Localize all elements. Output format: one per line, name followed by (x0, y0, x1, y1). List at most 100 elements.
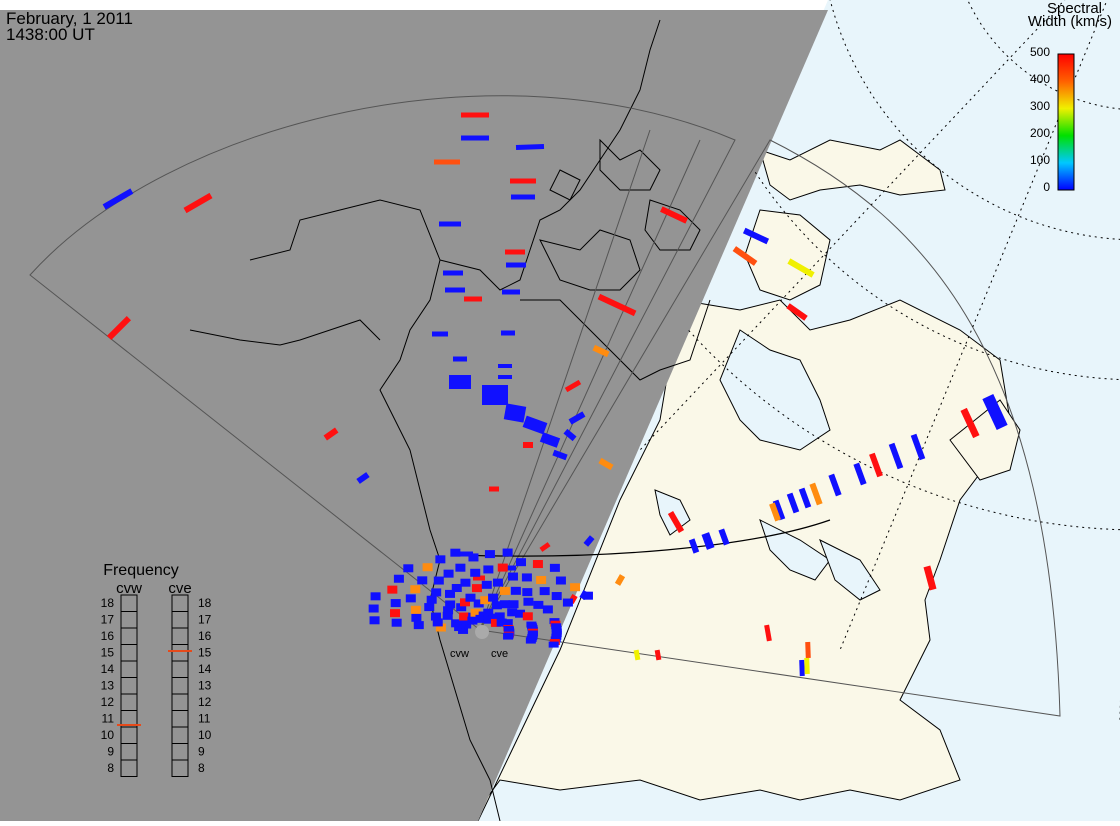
data-cell (583, 535, 595, 547)
data-cell (549, 563, 560, 572)
data-cell (494, 612, 505, 621)
data-cell (504, 565, 516, 571)
colorbar-title-1: Spectral (1047, 0, 1102, 17)
data-cell (769, 502, 781, 522)
colorbar-tick-300: 300 (1030, 99, 1050, 113)
data-cell (488, 613, 499, 622)
data-cell (654, 649, 662, 661)
data-cell (701, 532, 715, 550)
data-cell (498, 364, 512, 368)
data-cell (465, 593, 476, 602)
data-cell (102, 188, 134, 210)
data-cell (555, 576, 566, 585)
scatter-cells (102, 112, 1008, 677)
data-cell (492, 578, 503, 587)
data-cell (435, 555, 446, 564)
data-cell (869, 452, 883, 478)
frequency-label-cve: 17 (198, 613, 212, 627)
data-cell (502, 548, 513, 557)
data-cell (390, 609, 401, 618)
data-cell (592, 344, 610, 358)
data-cell (356, 472, 370, 484)
data-cell (505, 249, 525, 255)
data-cell (464, 296, 482, 302)
data-cell (483, 565, 494, 574)
data-cell (445, 287, 465, 293)
data-cell (533, 600, 544, 609)
data-cell (422, 563, 433, 572)
data-cell (828, 473, 842, 497)
data-cell (507, 572, 518, 581)
data-cell (532, 560, 543, 569)
data-cell (431, 588, 442, 597)
data-cell (413, 621, 424, 630)
spectral-width-colorbar: Spectral Width (km/s) 500 400 300 200 10… (1028, 0, 1112, 194)
data-cell (489, 486, 499, 492)
data-cell (442, 611, 453, 620)
time-label: 1438:00 UT (6, 25, 95, 44)
data-cell (551, 592, 562, 601)
data-cell (597, 293, 637, 317)
data-cell (799, 659, 805, 677)
data-cell (787, 258, 815, 278)
data-cell (982, 394, 1008, 430)
data-cell (410, 605, 421, 614)
colorbar-tick-200: 200 (1030, 126, 1050, 140)
frequency-label-cvw: 15 (101, 646, 115, 660)
data-cell (614, 574, 626, 586)
frequency-radar-cve: cve (168, 580, 191, 597)
data-cell (461, 112, 489, 118)
radar-site-marker (475, 625, 489, 639)
frequency-label-cvw: 10 (101, 728, 115, 742)
data-cell (805, 641, 811, 659)
data-cell (473, 575, 485, 581)
data-cell (772, 499, 786, 521)
data-cell (443, 606, 454, 615)
frequency-label-cve: 14 (198, 662, 212, 676)
date-label: February, 1 2011 (6, 9, 133, 28)
data-cell (536, 575, 547, 584)
frequency-box-cve (171, 759, 189, 777)
data-cell (433, 576, 444, 585)
frequency-label-cvw: 12 (101, 695, 115, 709)
data-cell (523, 597, 534, 606)
data-cell (562, 598, 573, 607)
data-cell (484, 550, 495, 559)
data-cell (732, 246, 758, 266)
frequency-box-cvw (120, 759, 138, 777)
data-cell (453, 356, 467, 362)
data-cell (542, 605, 553, 614)
data-cell (410, 585, 421, 594)
data-cell (411, 613, 422, 622)
data-cell (439, 221, 461, 227)
data-cell (539, 432, 561, 448)
data-cell (501, 330, 515, 336)
data-cell (443, 569, 454, 578)
data-cell (525, 637, 536, 644)
data-cell (451, 619, 462, 628)
data-cell (456, 603, 467, 612)
colorbar-gradient (1057, 53, 1075, 191)
data-cell (923, 565, 937, 591)
colorbar-title-2: Width (km/s) (1028, 13, 1112, 30)
data-cell (503, 403, 527, 423)
frequency-label-cvw: 13 (101, 679, 115, 693)
data-cell (510, 178, 536, 184)
data-cell (473, 599, 484, 608)
data-cell (445, 589, 455, 598)
frequency-label-cve: 16 (198, 629, 212, 643)
data-cell (403, 564, 414, 573)
frequency-label-cvw: 8 (107, 761, 114, 775)
data-cell (804, 657, 810, 675)
radar-label-cvw: cvw (450, 648, 469, 660)
data-cell (405, 594, 416, 603)
data-cell (539, 587, 550, 596)
data-cell (451, 583, 462, 592)
data-cell (764, 624, 772, 642)
frequency-label-cve: 10 (198, 728, 212, 742)
data-cell (393, 574, 404, 583)
data-cell (496, 618, 507, 627)
data-cell (570, 583, 581, 592)
data-cell (888, 442, 904, 470)
